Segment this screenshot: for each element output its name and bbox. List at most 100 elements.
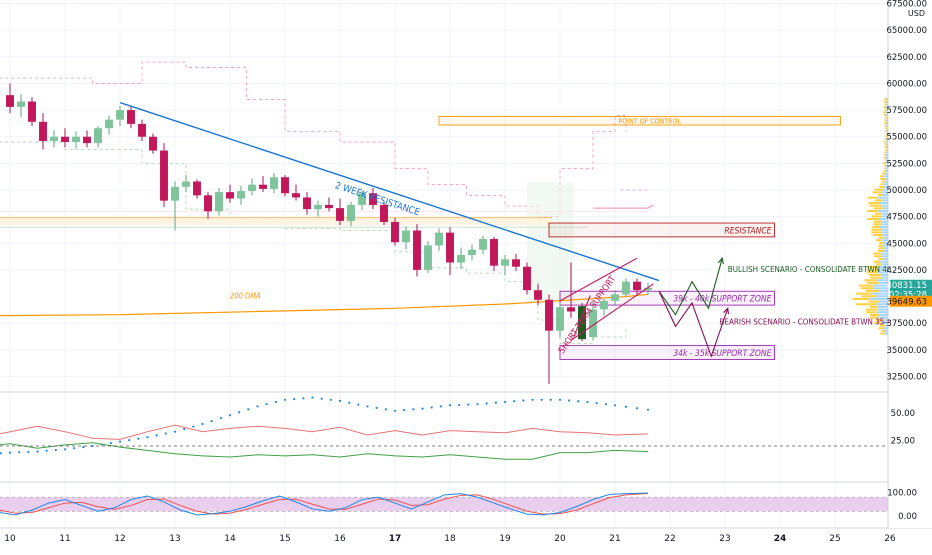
volume-profile-bar-down — [885, 106, 888, 109]
volume-profile-bar-down — [886, 140, 888, 143]
zone-box — [548, 222, 775, 238]
adx-dot — [558, 398, 562, 401]
adx-dot — [357, 403, 360, 406]
adx-dot — [18, 451, 21, 454]
candle-down — [160, 150, 168, 201]
zone-label: POINT OF CONTROL — [619, 118, 682, 126]
volume-profile-bar-up — [884, 164, 887, 167]
volume-profile-bar-up — [868, 201, 880, 205]
resistance-shade — [0, 217, 552, 226]
volume-profile-bar-up — [867, 209, 879, 213]
candle-up — [479, 239, 487, 250]
time-tick: 15 — [279, 534, 290, 544]
volume-profile-bar-down — [883, 319, 888, 322]
adx-dot — [201, 422, 204, 426]
adx-dot — [635, 407, 639, 410]
adx-dot — [329, 398, 332, 401]
volume-profile-bar-up — [873, 252, 881, 255]
candle-down — [61, 136, 69, 143]
adx-dot — [366, 405, 369, 408]
volume-profile-bar-up — [878, 247, 885, 250]
volume-profile-bar-up — [885, 127, 887, 130]
last-price-badge — [890, 279, 932, 301]
volume-profile-bar-up — [867, 196, 878, 199]
candle-up — [600, 300, 608, 310]
candle-down — [226, 192, 234, 199]
scenario-label: BULLISH SCENARIO - CONSOLIDATE BTWN 40-4… — [728, 265, 908, 274]
adx-dot — [522, 399, 525, 402]
price-tick: 52500.00 — [886, 159, 927, 169]
candle-down — [83, 136, 91, 144]
volume-profile-bar-down — [886, 98, 888, 101]
scenario-arrowhead — [717, 256, 724, 265]
volume-profile-bar-down — [881, 231, 888, 234]
volume-profile-bar-up — [882, 162, 886, 165]
volume-profile-bar-up — [883, 156, 886, 159]
candle-down — [369, 193, 377, 205]
candle-down — [413, 230, 421, 270]
adx-dot — [646, 408, 650, 411]
volume-profile-bar-down — [886, 159, 888, 162]
volume-profile-bar-down — [880, 260, 888, 263]
adx-dot — [384, 408, 387, 411]
volume-profile-bar-down — [879, 217, 888, 221]
candle-up — [248, 184, 256, 192]
adx-dot — [302, 397, 305, 400]
time-tick: 16 — [334, 534, 346, 544]
volume-profile-bar-up — [879, 175, 884, 178]
volume-profile-bar-down — [878, 300, 888, 303]
adx-dot — [27, 450, 30, 453]
resistance-trendline — [119, 101, 660, 282]
time-tick: 13 — [169, 534, 180, 544]
volume-profile-bar-down — [880, 252, 888, 255]
adx-dot — [54, 448, 57, 452]
time-tick: 14 — [224, 534, 236, 544]
volume-profile-bar-up — [869, 204, 882, 207]
volume-profile-bar-down — [880, 289, 888, 292]
volume-profile-bar-up — [874, 321, 882, 324]
candle-up — [237, 191, 245, 199]
volume-profile-bar-up — [877, 249, 884, 253]
price-tick: 42500.00 — [886, 266, 927, 276]
candle-up — [171, 186, 179, 201]
volume-profile-bar-down — [883, 257, 888, 261]
support-channel-upper — [559, 257, 638, 302]
volume-profile-bar-down — [884, 332, 888, 335]
volume-profile-bar-up — [873, 207, 883, 210]
volume-profile-bar-down — [885, 156, 888, 159]
volume-profile-bar-down — [881, 212, 888, 215]
price-axis-bg — [889, 0, 932, 528]
price-tick: 32500.00 — [886, 373, 927, 383]
adx-dot — [274, 400, 277, 404]
volume-profile-bar-down — [886, 143, 888, 146]
dmi-plus-line — [0, 442, 649, 460]
volume-profile-bar-up — [859, 284, 874, 287]
volume-profile-bar-up — [874, 199, 883, 202]
adx-dot — [338, 399, 342, 402]
volume-profile-bar-up — [874, 212, 882, 215]
volume-profile-bar-down — [886, 164, 888, 167]
stoch-tick: 0.00 — [898, 512, 917, 522]
volume-profile-bar-down — [883, 327, 888, 330]
candle-highlight — [578, 306, 586, 340]
volume-profile-bar-up — [884, 143, 887, 146]
candle-down — [633, 281, 641, 291]
time-tick: 20 — [554, 534, 566, 544]
last-price-text: 40831.15 — [886, 281, 927, 291]
volume-profile-bar-up — [885, 135, 888, 138]
time-axis[interactable]: 10 11 12 13 14 15 16 17 18 19 20 21 22 23 24 25 26 — [4, 534, 896, 544]
price-tick: 50000.00 — [886, 186, 927, 196]
volume-profile-bar-down — [879, 281, 888, 284]
volume-profile-bar-up — [856, 292, 873, 295]
adx-dot — [531, 398, 534, 401]
volume-profile-bar-up — [880, 178, 886, 181]
adx-dot — [549, 398, 552, 401]
volume-profile-bar-down — [874, 287, 888, 290]
volume-profile-bar-up — [865, 289, 881, 292]
volume-profile-bar-down — [884, 329, 888, 332]
stoch-tick: 100.00 — [887, 489, 917, 499]
price-tick: 47500.00 — [886, 213, 927, 223]
adx-dot — [568, 399, 571, 402]
